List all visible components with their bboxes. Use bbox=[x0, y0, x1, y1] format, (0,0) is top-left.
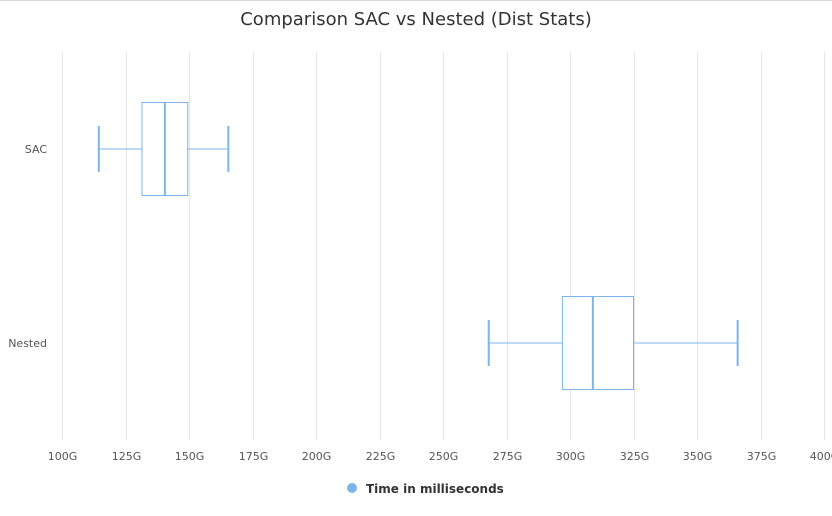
y-category-label: SAC bbox=[25, 143, 48, 156]
x-tick-label: 375G bbox=[747, 450, 777, 463]
grid bbox=[62, 52, 825, 440]
legend[interactable]: Time in milliseconds bbox=[347, 482, 504, 496]
x-tick-label: 300G bbox=[556, 450, 586, 463]
box-sac[interactable] bbox=[97, 102, 230, 196]
y-category-label: Nested bbox=[8, 337, 47, 350]
chart-title: Comparison SAC vs Nested (Dist Stats) bbox=[240, 9, 592, 30]
x-tick-label: 350G bbox=[683, 450, 713, 463]
x-tick-label: 200G bbox=[302, 450, 332, 463]
chart-top-border bbox=[0, 0, 832, 1]
x-tick-label: 225G bbox=[366, 450, 396, 463]
category-labels: SAC Nested bbox=[8, 143, 47, 350]
x-tick-label: 175G bbox=[239, 450, 269, 463]
x-tick-label: 150G bbox=[175, 450, 205, 463]
iqr-box bbox=[561, 296, 635, 390]
x-tick-label: 250G bbox=[429, 450, 459, 463]
x-axis-ticks: 100G 125G 150G 175G 200G 225G 250G 275G 300G 325G… bbox=[48, 450, 832, 463]
legend-label[interactable]: Time in milliseconds bbox=[366, 482, 504, 496]
legend-marker bbox=[347, 483, 357, 493]
x-tick-label: 275G bbox=[493, 450, 523, 463]
boxes[interactable] bbox=[97, 102, 739, 390]
x-tick-label: 325G bbox=[620, 450, 650, 463]
x-tick-label: 400G bbox=[810, 450, 832, 463]
box-nested[interactable] bbox=[487, 296, 739, 390]
x-tick-label: 100G bbox=[48, 450, 78, 463]
x-tick-label: 125G bbox=[112, 450, 142, 463]
